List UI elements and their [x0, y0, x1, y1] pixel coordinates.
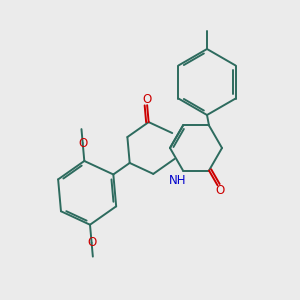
Text: NH: NH [169, 173, 186, 187]
Text: O: O [87, 236, 96, 249]
Text: O: O [78, 136, 87, 150]
Text: O: O [142, 93, 151, 106]
Text: O: O [216, 184, 225, 197]
